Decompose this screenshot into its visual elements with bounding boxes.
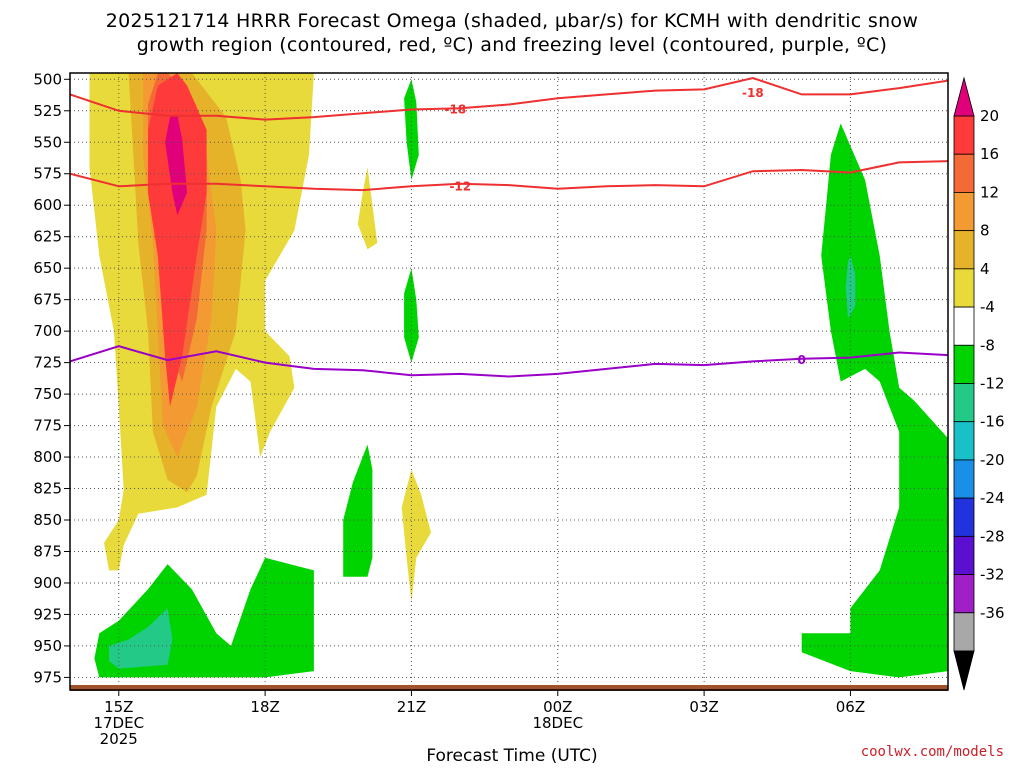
y-tick-label-950: 950: [33, 637, 62, 655]
colorbar-bin-6: [953, 344, 975, 384]
colorbar-top-triangle: [953, 76, 975, 117]
colorbar-bin-10: [953, 497, 975, 537]
omega-region-10: [343, 444, 373, 577]
y-tick-label-725: 725: [33, 354, 62, 372]
contour-label-dgz_-18-1: -18: [742, 86, 764, 100]
contour-label-freezing_0-0: 0: [797, 353, 805, 367]
omega-region-14: [845, 255, 856, 319]
colorbar-bin-9: [953, 459, 975, 499]
colorbar-label-5: -4: [980, 298, 995, 316]
omega-region-13: [801, 123, 948, 678]
colorbar-label-4: 4: [980, 260, 990, 278]
x-tick-label-21Z-0: 21Z: [397, 698, 426, 716]
colorbar-bin-2: [953, 192, 975, 232]
x-tick-label-15Z-0: 15Z: [104, 698, 133, 716]
x-tick-label-18Z-0: 18Z: [250, 698, 279, 716]
y-tick-label-650: 650: [33, 259, 62, 277]
x-tick-label-15Z-2: 2025: [100, 730, 138, 748]
y-tick-label-875: 875: [33, 542, 62, 560]
y-tick-label-675: 675: [33, 291, 62, 309]
x-tick-label-06Z-0: 06Z: [836, 698, 865, 716]
chart-title-line-1: 2025121714 HRRR Forecast Omega (shaded, …: [105, 10, 919, 32]
chart-title-line-2: growth region (contoured, red, ºC) and f…: [136, 34, 888, 56]
colorbar-label-6: -8: [980, 336, 995, 354]
omega-region-12: [109, 608, 173, 669]
omega-region-5: [165, 114, 188, 216]
colorbar-bin-7: [953, 383, 975, 423]
y-tick-label-775: 775: [33, 417, 62, 435]
omega-region-9: [404, 268, 419, 363]
colorbar-bin-13: [953, 612, 975, 652]
y-tick-label-750: 750: [33, 385, 62, 403]
source-credit: coolwx.com/models: [860, 744, 1004, 760]
contour-line-dgz_-18: [70, 76, 948, 121]
x-tick-label-03Z-0: 03Z: [689, 698, 718, 716]
y-tick-label-900: 900: [33, 574, 62, 592]
y-tick-label-550: 550: [33, 133, 62, 151]
ground-strip: [70, 685, 948, 691]
y-tick-label-800: 800: [33, 448, 62, 466]
y-tick-label-825: 825: [33, 480, 62, 498]
colorbar-label-8: -16: [980, 413, 1005, 431]
contour-line-dgz_-12: [70, 160, 948, 192]
contour-label-dgz_-18-0: -18: [445, 103, 467, 117]
contour-line-freezing_0: [70, 345, 948, 378]
x-axis-label: Forecast Time (UTC): [426, 746, 598, 766]
colorbar-bin-3: [953, 230, 975, 270]
omega-region-7: [401, 469, 431, 602]
colorbar-label-11: -28: [980, 527, 1005, 545]
colorbar-bin-0: [953, 115, 975, 155]
y-tick-label-975: 975: [33, 668, 62, 686]
colorbar-label-0: 20: [980, 107, 999, 125]
colorbar-bin-8: [953, 421, 975, 461]
colorbar-bottom-triangle: [953, 650, 975, 691]
colorbar-label-13: -36: [980, 604, 1005, 622]
y-tick-label-925: 925: [33, 605, 62, 623]
colorbar-bin-11: [953, 535, 975, 575]
omega-region-4: [148, 73, 207, 407]
y-tick-label-700: 700: [33, 322, 62, 340]
colorbar-label-12: -32: [980, 566, 1005, 584]
y-tick-label-525: 525: [33, 102, 62, 120]
colorbar-bin-5: [953, 306, 975, 346]
colorbar-label-3: 8: [980, 222, 990, 240]
colorbar-bin-1: [953, 153, 975, 193]
contour-label-dgz_-12-0: -12: [449, 179, 471, 193]
x-tick-label-00Z-1: 18DEC: [532, 714, 583, 732]
colorbar-label-9: -20: [980, 451, 1005, 469]
x-tick-label-00Z-0: 00Z: [543, 698, 572, 716]
y-tick-label-600: 600: [33, 196, 62, 214]
y-tick-label-850: 850: [33, 511, 62, 529]
colorbar-bin-4: [953, 268, 975, 308]
plot-frame: [69, 72, 949, 691]
colorbar-label-10: -24: [980, 489, 1005, 507]
colorbar-bin-12: [953, 574, 975, 614]
y-tick-label-625: 625: [33, 228, 62, 246]
y-tick-label-500: 500: [33, 70, 62, 88]
y-tick-label-575: 575: [33, 165, 62, 183]
x-tick-label-15Z-1: 17DEC: [93, 714, 144, 732]
colorbar-label-1: 16: [980, 145, 999, 163]
omega-region-6: [357, 167, 378, 250]
colorbar-label-7: -12: [980, 375, 1005, 393]
colorbar-label-2: 12: [980, 183, 999, 201]
